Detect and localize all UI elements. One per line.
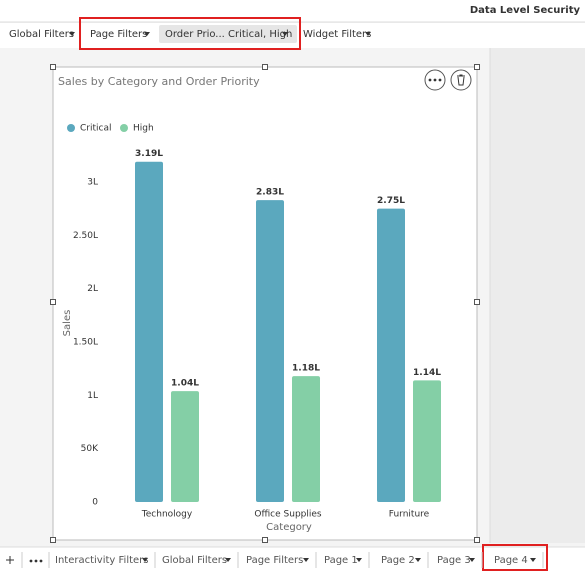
side-panel bbox=[490, 48, 585, 543]
filter-label[interactable]: Global Filters bbox=[9, 29, 74, 40]
dot bbox=[438, 78, 442, 82]
resize-handle[interactable] bbox=[474, 537, 480, 543]
legend-swatch bbox=[120, 124, 128, 132]
dropdown-arrow bbox=[282, 32, 288, 36]
bar[interactable] bbox=[413, 380, 441, 502]
bar[interactable] bbox=[377, 208, 405, 502]
y-tick-label: 1.50L bbox=[73, 338, 98, 348]
dropdown-arrow bbox=[225, 558, 231, 562]
dropdown-arrow bbox=[415, 558, 421, 562]
y-tick-label: 2.50L bbox=[73, 231, 98, 241]
data-label: 1.04L bbox=[171, 379, 199, 389]
legend-label[interactable]: High bbox=[133, 124, 154, 134]
data-label: 2.83L bbox=[256, 188, 284, 198]
legend-label[interactable]: Critical bbox=[80, 124, 111, 134]
bar[interactable] bbox=[292, 376, 320, 502]
dropdown-arrow bbox=[144, 32, 150, 36]
resize-handle[interactable] bbox=[262, 537, 268, 543]
resize-handle[interactable] bbox=[50, 64, 56, 70]
trash-icon bbox=[457, 74, 465, 86]
tab-label[interactable]: Interactivity Filters bbox=[55, 555, 149, 566]
data-label: 3.19L bbox=[135, 149, 163, 159]
dropdown-arrow bbox=[356, 558, 362, 562]
y-tick-label: 2L bbox=[87, 284, 98, 294]
data-label: 1.14L bbox=[413, 368, 441, 378]
bar[interactable] bbox=[135, 161, 163, 502]
dot bbox=[29, 559, 33, 563]
filter-pill[interactable] bbox=[159, 25, 297, 43]
dropdown-arrow bbox=[530, 558, 536, 562]
data-label: 1.18L bbox=[292, 364, 320, 374]
y-axis-label: Sales bbox=[62, 310, 73, 337]
bar[interactable] bbox=[256, 200, 284, 502]
y-tick-label: 0 bbox=[92, 498, 98, 508]
x-tick-label: Technology bbox=[141, 510, 193, 520]
resize-handle[interactable] bbox=[50, 537, 56, 543]
add-tab[interactable] bbox=[6, 556, 14, 564]
data-label: 2.75L bbox=[377, 196, 405, 206]
tab-label[interactable]: Page 4 bbox=[494, 555, 528, 566]
tab-bar bbox=[0, 547, 585, 571]
x-axis-label: Category bbox=[266, 522, 312, 533]
header-title: Data Level Security bbox=[470, 5, 581, 16]
dropdown-arrow bbox=[69, 32, 75, 36]
dot bbox=[34, 559, 38, 563]
x-tick-label: Furniture bbox=[389, 510, 430, 520]
active-filter[interactable]: Order Prio... Critical, High bbox=[165, 29, 292, 40]
tab-label[interactable]: Page 3 bbox=[437, 555, 471, 566]
x-tick-label: Office Supplies bbox=[254, 510, 322, 520]
delete-button[interactable] bbox=[450, 69, 472, 91]
dropdown-arrow bbox=[142, 558, 148, 562]
y-tick-label: 1L bbox=[87, 391, 98, 401]
dropdown-arrow bbox=[469, 558, 475, 562]
tab-label[interactable]: Global Filters bbox=[162, 555, 227, 566]
resize-handle[interactable] bbox=[474, 64, 480, 70]
filter-label[interactable]: Page Filters bbox=[90, 29, 147, 40]
y-tick-label: 3L bbox=[87, 178, 98, 188]
top-bar bbox=[0, 0, 585, 22]
resize-handle[interactable] bbox=[262, 64, 268, 70]
resize-handle[interactable] bbox=[50, 299, 56, 305]
dot bbox=[39, 559, 43, 563]
legend-swatch bbox=[67, 124, 75, 132]
dot bbox=[428, 78, 432, 82]
highlight-box bbox=[482, 544, 548, 571]
chart-title: Sales by Category and Order Priority bbox=[58, 75, 260, 88]
dropdown-arrow bbox=[303, 558, 309, 562]
resize-handle[interactable] bbox=[474, 299, 480, 305]
dropdown-arrow bbox=[365, 32, 371, 36]
tab-label[interactable]: Page 1 bbox=[324, 555, 358, 566]
filter-label[interactable]: Widget Filters bbox=[303, 29, 371, 40]
tab-label[interactable]: Page 2 bbox=[381, 555, 415, 566]
dot bbox=[433, 78, 437, 82]
tab-label[interactable]: Page Filters bbox=[246, 555, 303, 566]
bar[interactable] bbox=[171, 391, 199, 502]
highlight-box bbox=[79, 17, 301, 50]
y-tick-label: 50K bbox=[81, 444, 99, 454]
